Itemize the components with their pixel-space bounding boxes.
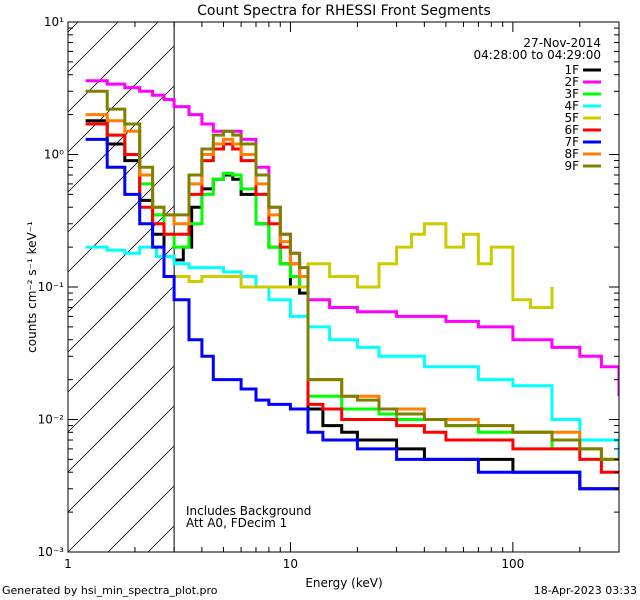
hatch-line xyxy=(67,365,175,473)
series-2F xyxy=(85,79,619,397)
hatch-line xyxy=(67,21,79,33)
x-axis-label: Energy (keV) xyxy=(305,576,382,590)
y-axis-label: counts cm⁻² s⁻¹ keV⁻¹ xyxy=(25,221,39,353)
hatch-line xyxy=(67,125,175,233)
legend-label-6F: 6F xyxy=(564,123,579,137)
axis-tick-labels: 1 10 100 10⁻³ 10⁻² 10⁻¹ 10⁰ 10¹ xyxy=(38,15,525,571)
x-tick-label: 1 xyxy=(64,557,72,571)
y-tick-label: 10¹ xyxy=(44,15,64,29)
hatch-line xyxy=(67,21,159,113)
series-6F xyxy=(85,122,619,474)
series-layer xyxy=(85,79,619,491)
legend-label-5F: 5F xyxy=(564,111,579,125)
x-tick-label: 10 xyxy=(283,557,298,571)
hatch-line xyxy=(67,45,175,153)
x-tick-label: 100 xyxy=(501,557,524,571)
hatch-line xyxy=(67,245,175,353)
axis-ticks xyxy=(67,21,620,553)
legend-label-1F: 1F xyxy=(564,63,579,77)
hatch-line xyxy=(67,21,119,73)
legend-label-7F: 7F xyxy=(564,135,579,149)
legend-label-3F: 3F xyxy=(564,87,579,101)
legend-label-2F: 2F xyxy=(564,75,579,89)
date-label: 27-Nov-2014 xyxy=(523,36,601,50)
legend-label-4F: 4F xyxy=(564,99,579,113)
excluded-energy-hatch xyxy=(67,21,175,553)
hatch-line xyxy=(67,165,175,273)
hatch-line xyxy=(67,445,175,553)
hatch-line xyxy=(107,485,175,553)
attenuator-annotation: Att A0, FDecim 1 xyxy=(186,516,287,530)
series-5F xyxy=(174,222,554,309)
generated-by-footer: Generated by hsi_min_spectra_plot.pro xyxy=(2,584,218,597)
background-annotation: Includes Background xyxy=(186,504,311,518)
chart-title: Count Spectra for RHESSI Front Segments xyxy=(197,3,491,19)
hatch-line xyxy=(67,85,175,193)
hatch-line xyxy=(147,525,175,553)
series-4F xyxy=(85,245,619,460)
hatch-line xyxy=(67,205,175,313)
hatch-line xyxy=(67,405,175,513)
series-7F xyxy=(85,137,619,491)
time-range-label: 04:28:00 to 04:29:00 xyxy=(474,48,601,62)
timestamp-footer: 18-Apr-2023 03:33 xyxy=(533,584,637,597)
y-tick-label: 10⁻² xyxy=(38,413,65,427)
hatch-line xyxy=(67,285,175,393)
legend-label-9F: 9F xyxy=(564,159,579,173)
series-9F xyxy=(85,89,619,461)
y-tick-label: 10⁰ xyxy=(44,148,64,162)
y-tick-label: 10⁻³ xyxy=(38,545,65,559)
hatch-line xyxy=(67,325,175,433)
y-tick-label: 10⁻¹ xyxy=(38,280,65,294)
legend-label-8F: 8F xyxy=(564,147,579,161)
